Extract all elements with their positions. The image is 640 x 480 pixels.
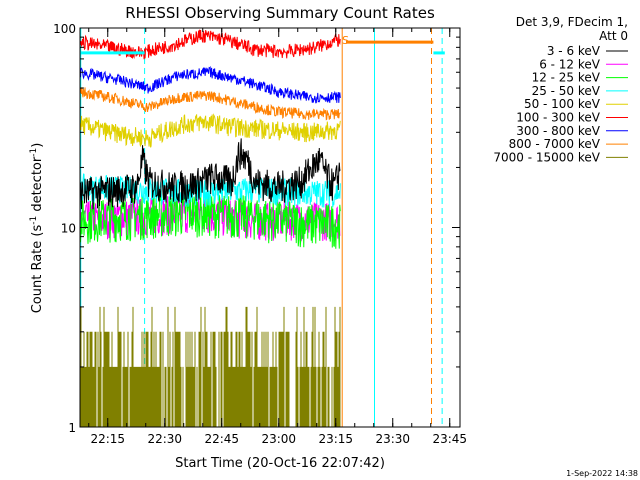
legend-label: 7000 - 15000 keV	[493, 150, 600, 164]
legend-label: 100 - 300 keV	[516, 111, 600, 125]
x-tick-label: 22:30	[147, 432, 182, 446]
legend-label: 12 - 25 keV	[532, 71, 601, 85]
series-300---800-keV	[79, 65, 341, 104]
detector-info-line1: Det 3,9, FDecim 1,	[516, 15, 628, 29]
legend-label: 3 - 6 keV	[547, 44, 601, 58]
series-layer	[79, 29, 341, 427]
detector-info-line2: Att 0	[599, 29, 628, 43]
x-tick-label: 22:45	[204, 432, 239, 446]
chart-title: RHESSI Observing Summary Count Rates	[125, 4, 435, 22]
legend-label: 6 - 12 keV	[539, 57, 601, 71]
x-axis-label: Start Time (20-Oct-16 22:07:42)	[175, 456, 385, 471]
x-tick-label: 23:15	[318, 432, 353, 446]
series-7000---15000-keV	[80, 306, 341, 427]
series-800---7000-keV	[79, 86, 341, 121]
legend-label: 800 - 7000 keV	[509, 137, 601, 151]
y-tick-label: 10	[61, 222, 76, 236]
series-50---100-keV	[79, 113, 341, 148]
y-tick-label: 1	[68, 421, 76, 435]
y-axis-ticks: 1 10 100	[53, 22, 460, 435]
timestamp: 1-Sep-2022 14:38	[566, 469, 638, 478]
status-bars	[80, 40, 445, 55]
x-tick-label: 22:15	[90, 432, 125, 446]
x-axis-ticks: 22:15 22:30 22:45 23:00 23:15 23:30 23:45	[88, 28, 467, 446]
series-100---300-keV	[79, 29, 341, 60]
legend-label: 50 - 100 keV	[524, 97, 601, 111]
legend-label: 300 - 800 keV	[516, 124, 600, 138]
y-tick-label: 100	[53, 22, 76, 36]
x-tick-label: 23:00	[261, 432, 296, 446]
y-axis-label: Count Rate (s-1 detector-1)	[29, 143, 45, 314]
x-tick-label: 23:45	[432, 432, 467, 446]
series-3---6-keV	[79, 138, 341, 210]
flag-letter: S	[342, 34, 349, 47]
legend-label: 25 - 50 keV	[532, 84, 601, 98]
x-tick-label: 23:30	[375, 432, 410, 446]
